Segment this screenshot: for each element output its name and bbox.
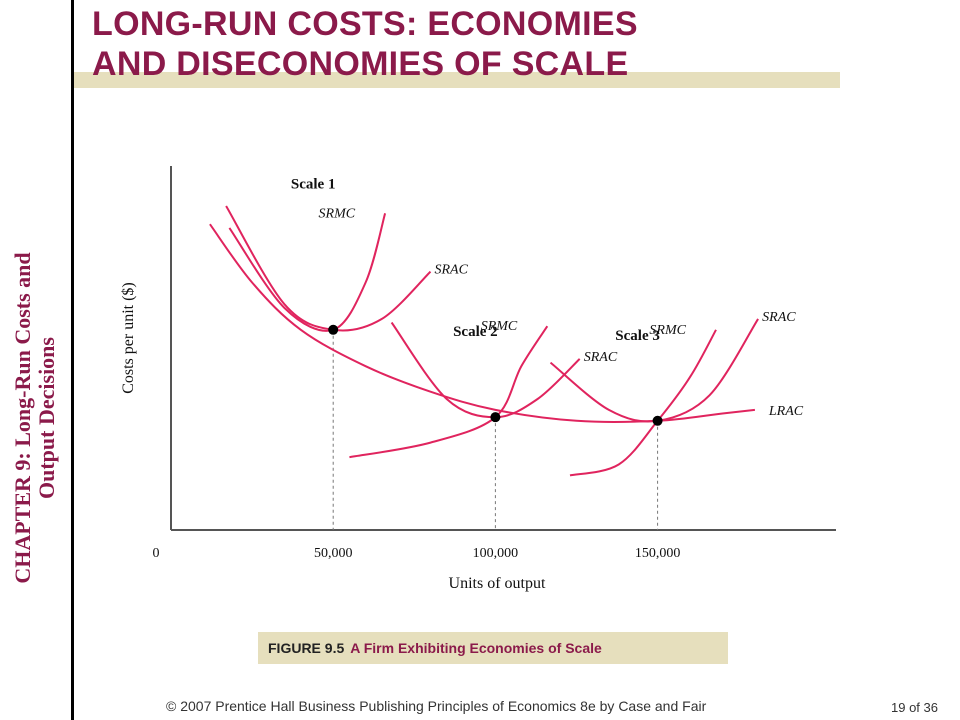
scale-1-srac-curve bbox=[225, 205, 432, 332]
slide-title-line-2: AND DISECONOMIES OF SCALE bbox=[92, 45, 629, 83]
title-underline-band bbox=[74, 72, 840, 88]
x-tick-label-3: 150,000 bbox=[635, 546, 681, 561]
scale-2-srac-label: SRAC bbox=[584, 350, 618, 365]
scale-2-name-label: Scale 2 bbox=[453, 324, 498, 340]
lrac-curve bbox=[209, 223, 756, 423]
page-number: 19 of 36 bbox=[891, 700, 938, 715]
x-tick-label-2: 100,000 bbox=[473, 546, 519, 561]
figure-caption: FIGURE 9.5 A Firm Exhibiting Economies of… bbox=[258, 632, 728, 664]
scale-3-srac-label: SRAC bbox=[762, 310, 796, 325]
x-tick-label-0: 0 bbox=[153, 546, 160, 561]
scale-1-name-label: Scale 1 bbox=[291, 176, 336, 192]
x-axis-label: Units of output bbox=[449, 575, 546, 592]
y-axis-label: Costs per unit ($) bbox=[120, 282, 137, 394]
scale-1-srmc-label: SRMC bbox=[319, 206, 356, 221]
copyright-footer: © 2007 Prentice Hall Business Publishing… bbox=[166, 698, 707, 714]
scale-3-min-point bbox=[652, 415, 663, 426]
scale-2-srmc-curve bbox=[349, 325, 549, 459]
x-tick-label-1: 50,000 bbox=[314, 546, 353, 561]
scale-1-min-point bbox=[328, 324, 339, 335]
figure-caption-text: A Firm Exhibiting Economies of Scale bbox=[350, 640, 602, 656]
scale-2-min-point bbox=[490, 412, 501, 423]
scale-3-name-label: Scale 3 bbox=[615, 328, 660, 344]
scale-1-srmc-curve bbox=[228, 213, 387, 332]
scale-1-srac-label: SRAC bbox=[435, 263, 469, 278]
figure-number: FIGURE 9.5 bbox=[268, 640, 345, 656]
slide-title: LONG-RUN COSTS: ECONOMIES AND DISECONOMI… bbox=[92, 4, 638, 84]
scale-2-srmc-label: SRMC bbox=[481, 319, 518, 334]
slide-title-line-1: LONG-RUN COSTS: ECONOMIES bbox=[92, 5, 638, 43]
scale-3-srmc-label: SRMC bbox=[649, 323, 686, 338]
left-divider-rule bbox=[71, 0, 74, 720]
lrac-label: LRAC bbox=[768, 404, 804, 419]
